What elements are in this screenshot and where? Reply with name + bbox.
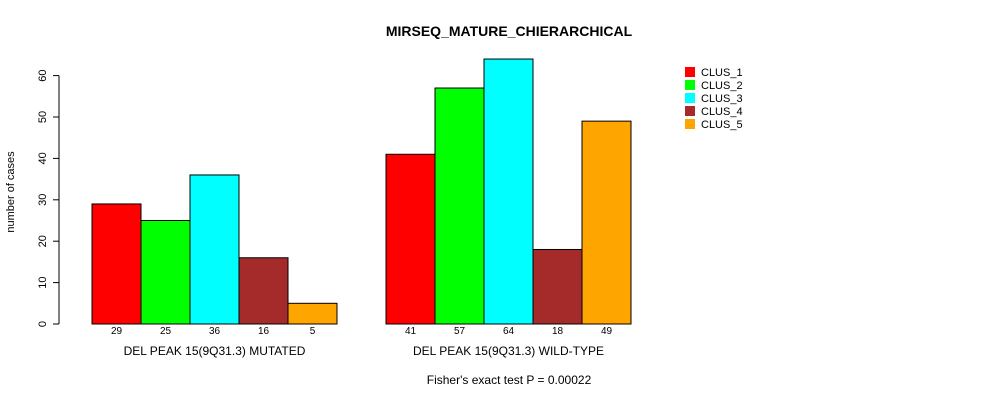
bar-clus-2-group-2	[434, 87, 485, 325]
bar-clus-4-group-2	[532, 248, 583, 325]
bar-value-label: 25	[160, 326, 172, 337]
y-axis: 0 10 20 30 40 50 60	[37, 69, 60, 327]
bars	[91, 58, 632, 325]
y-axis-label: number of cases	[5, 151, 17, 233]
bar-value-label: 5	[310, 326, 316, 337]
y-tick-label: 0	[37, 321, 49, 327]
chart-title: MIRSEQ_MATURE_CHIERARCHICAL	[386, 23, 633, 39]
bar-value-label: 57	[454, 326, 466, 337]
bar-clus-3-group-2	[483, 58, 534, 325]
bar-value-label: 36	[209, 326, 221, 337]
bar-clus-4-group-1	[238, 257, 289, 325]
bar-value-label: 64	[503, 326, 515, 337]
y-tick-label: 60	[37, 69, 49, 81]
legend-label: CLUS_3	[701, 93, 743, 105]
legend-label: CLUS_1	[701, 67, 743, 79]
bar-value-labels: 29 25 36 16 5 41 57 64 18 49	[111, 326, 613, 337]
bar-clus-5-group-1	[287, 302, 338, 325]
footnote: Fisher's exact test P = 0.00022	[427, 373, 592, 387]
y-tick-label: 30	[37, 194, 49, 206]
bar-value-label: 29	[111, 326, 123, 337]
legend-swatch	[685, 106, 695, 116]
group-label-1: DEL PEAK 15(9Q31.3) MUTATED	[124, 344, 306, 358]
bar-value-label: 16	[258, 326, 270, 337]
bar-value-label: 49	[601, 326, 613, 337]
bar-clus-1-group-1	[91, 203, 142, 325]
bar-value-label: 41	[405, 326, 417, 337]
bar-value-label: 18	[552, 326, 564, 337]
bar-clus-1-group-2	[385, 153, 436, 325]
y-tick-label: 40	[37, 152, 49, 164]
legend-label: CLUS_2	[701, 80, 743, 92]
legend-swatch	[685, 119, 695, 129]
legend-label: CLUS_5	[701, 119, 743, 131]
legend-label: CLUS_4	[701, 106, 743, 118]
legend-swatch	[685, 67, 695, 77]
y-tick-label: 50	[37, 111, 49, 123]
legend-swatch	[685, 80, 695, 90]
group-label-2: DEL PEAK 15(9Q31.3) WILD-TYPE	[413, 344, 604, 358]
y-tick-label: 20	[37, 235, 49, 247]
legend-swatch	[685, 93, 695, 103]
bar-clus-3-group-1	[189, 174, 240, 325]
bar-clus-5-group-2	[581, 120, 632, 325]
bar-clus-2-group-1	[140, 220, 191, 325]
group-labels: DEL PEAK 15(9Q31.3) MUTATED DEL PEAK 15(9…	[124, 344, 604, 358]
y-tick-label: 10	[37, 276, 49, 288]
